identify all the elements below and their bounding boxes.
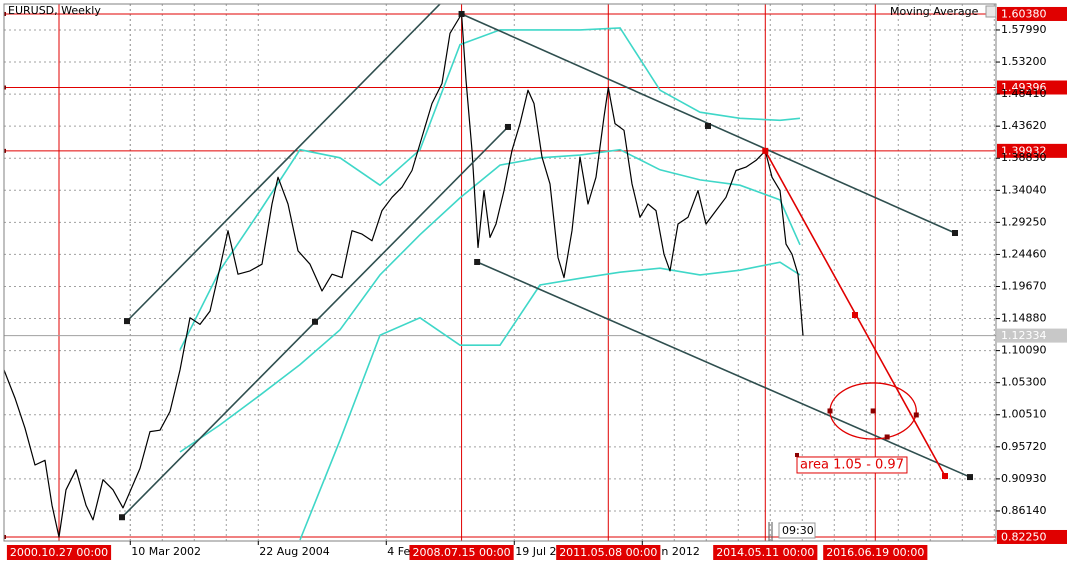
timer: 09:30 [782,524,814,537]
x-tick-label: 22 Aug 2004 [259,545,329,558]
x-tick-label: 10 Mar 2002 [131,545,201,558]
date-label: 2000.10.27 00:00 [10,546,108,559]
trend-handle [762,147,769,154]
price-label: 0.82250 [1001,530,1047,543]
date-label-box [409,545,514,560]
y-tick-label: 1.48410 [1001,87,1047,100]
date-label-box [823,545,928,560]
x-tick-label: 4 Fe [387,545,410,558]
y-tick-label: 1.57990 [1001,23,1047,36]
price-label: 1.60380 [1001,7,1047,20]
indicator-icon [985,5,997,18]
trend-handle [852,312,858,319]
trend-handle [705,122,711,129]
indicator-label: Moving Average [890,5,979,18]
trend-line [126,4,441,322]
price-line [4,13,804,538]
price-label-box [997,6,1067,21]
price-label: 1.39932 [1001,144,1047,157]
date-label-box [713,545,818,560]
x-tick-label: n 2012 [661,545,699,558]
date-label-box [556,545,661,560]
ellipse-handle [913,412,919,418]
y-tick-label: 1.19670 [1001,279,1047,292]
y-tick-label: 1.14880 [1001,312,1047,325]
trend-handle [505,123,511,130]
trend-handle [458,10,465,17]
line-handle [4,85,6,90]
y-tick-label: 1.24460 [1001,247,1047,260]
trend-handle [312,318,318,325]
trend-line [476,261,971,478]
trend-handle [942,473,948,480]
chart-title: EURUSD, Weekly [8,4,101,17]
trend-handle [119,514,125,521]
indicator-line [179,148,801,453]
date-label: 2011.05.08 00:00 [559,546,657,559]
y-tick-label: 1.34040 [1001,183,1047,196]
y-tick-label: 1.05300 [1001,376,1047,389]
y-tick-label: 0.90930 [1001,472,1047,485]
y-tick-label: 1.53200 [1001,55,1047,68]
price-label: 1.12334 [1001,329,1047,342]
ellipse-handle [884,434,890,440]
y-tick-label: 0.86140 [1001,504,1047,517]
price-label-box [997,80,1067,95]
annotation-text: area 1.05 - 0.97 [800,457,904,472]
line-handle [4,148,6,153]
date-label-box [6,545,112,560]
annotation-handle [795,452,799,457]
annotation-box [796,456,908,474]
price-label: 1.49396 [1001,81,1047,94]
trend-handle [952,230,958,237]
trend-handle [967,474,973,481]
y-tick-label: 1.38830 [1001,151,1047,164]
y-tick-label: 1.00510 [1001,408,1047,421]
y-tick-label: 0.95720 [1001,440,1047,453]
indicator-line [179,27,801,351]
y-tick-label: 1.29250 [1001,215,1047,228]
line-handle [4,534,6,539]
price-label-box [997,328,1067,343]
y-tick-label: 1.43620 [1001,119,1047,132]
indicator-line [299,261,801,541]
ellipse-handle [827,408,833,414]
x-tick-label: 19 Jul 2 [515,545,556,558]
overlay: 1.60380 1.49396 1.39932 0.82250 1.12334 [997,6,1067,544]
y-tick-label: 1.10090 [1001,344,1047,357]
ellipse-handle [870,408,876,414]
trend-handle [474,258,481,265]
date-label: 2014.05.11 00:00 [716,546,814,559]
timer-box [778,522,816,539]
date-label: 2008.07.15 00:00 [412,546,510,559]
trend-handle [124,318,130,325]
plot-frame [3,3,997,542]
plot-area: area 1.05 - 0.97 [4,4,996,541]
price-label-box [997,529,1067,544]
date-label: 2016.06.19 00:00 [826,546,924,559]
line-handle [4,11,6,16]
price-label-box [997,143,1067,158]
